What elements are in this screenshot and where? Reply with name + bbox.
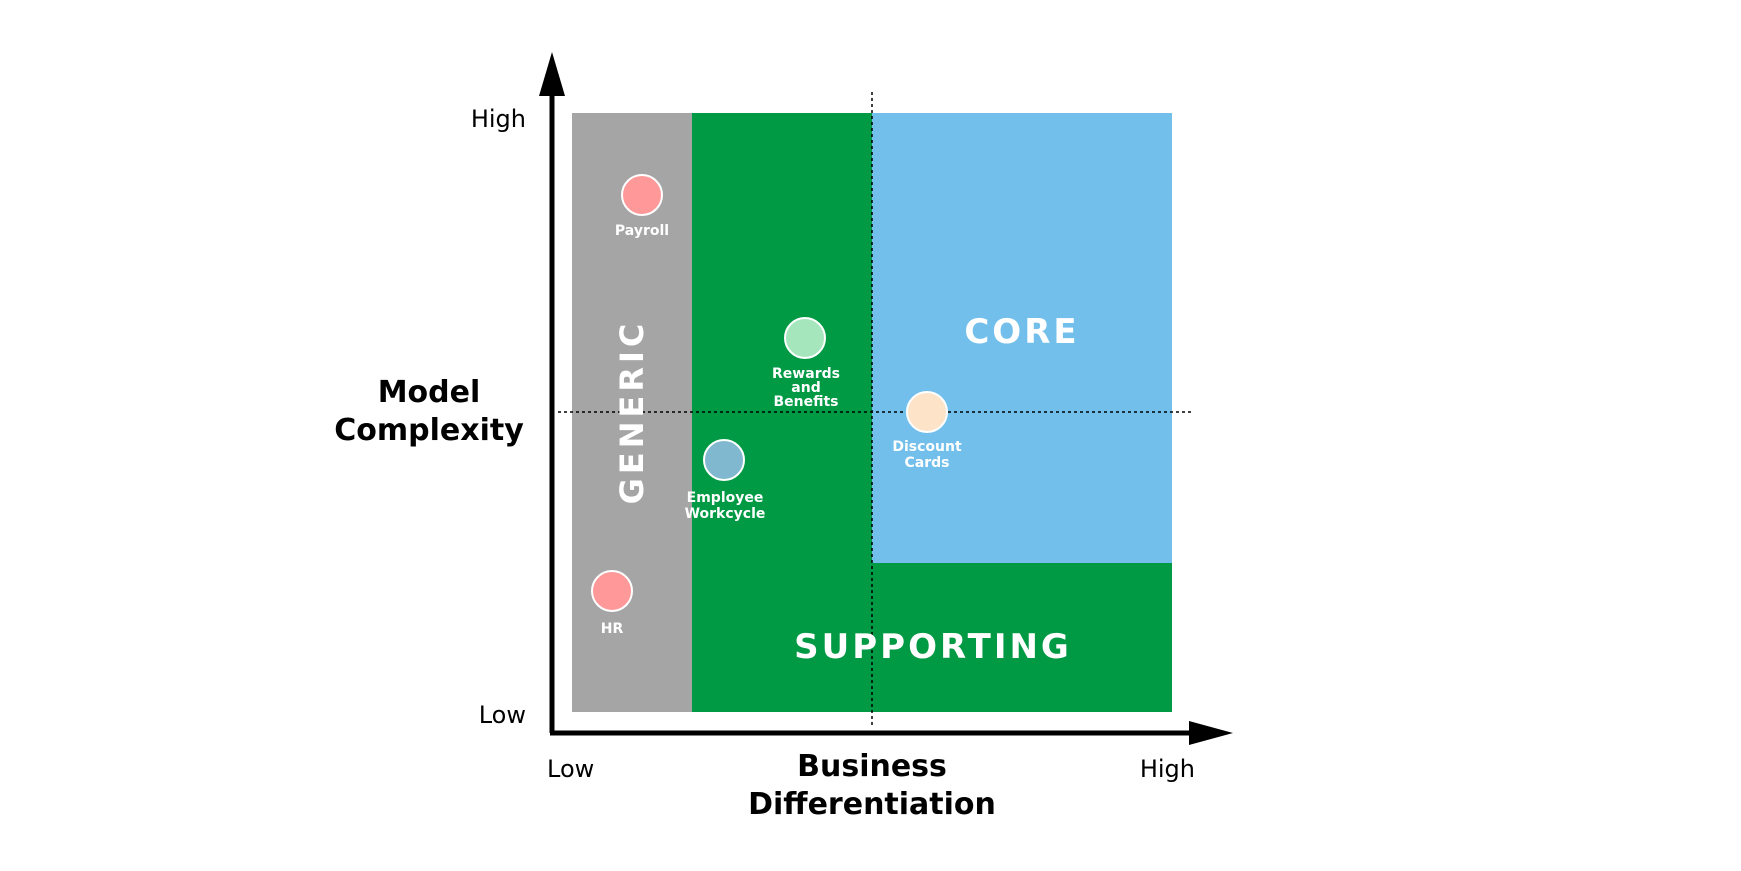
rewards-label-line2: and	[791, 380, 820, 396]
core-label: CORE	[964, 312, 1079, 352]
discount-label-line2: Cards	[905, 455, 950, 471]
rewards-node: Rewards and Benefits	[772, 317, 840, 410]
x-axis-title-line1: Business	[797, 749, 947, 784]
discount-label-line1: Discount	[892, 439, 962, 455]
x-low-label: Low	[547, 755, 594, 783]
hr-node: HR	[591, 570, 633, 637]
discount-cards-node: Discount Cards	[892, 391, 962, 471]
y-low-label: Low	[479, 701, 526, 729]
rewards-circle	[784, 317, 826, 359]
core-zone	[872, 113, 1172, 563]
supporting-label: SUPPORTING	[794, 627, 1072, 667]
employee-workcycle-node: Employee Workcycle	[685, 439, 766, 522]
payroll-node: Payroll	[615, 174, 669, 239]
y-axis-title-line1: Model	[378, 375, 481, 410]
rewards-label-line3: Benefits	[773, 394, 838, 410]
rewards-label-line1: Rewards	[772, 366, 840, 382]
employee-workcycle-circle	[703, 439, 745, 481]
y-axis-arrow-icon	[539, 52, 565, 96]
hr-circle	[591, 570, 633, 612]
x-axis-title-line2: Differentiation	[748, 787, 996, 822]
x-high-label: High	[1140, 755, 1195, 783]
payroll-label: Payroll	[615, 223, 669, 239]
x-axis-arrow-icon	[1189, 721, 1233, 745]
employee-label-line2: Workcycle	[685, 506, 766, 522]
generic-label: GENERIC	[613, 320, 651, 505]
employee-label-line1: Employee	[687, 490, 764, 506]
discount-cards-circle	[906, 391, 948, 433]
y-high-label: High	[471, 105, 526, 133]
payroll-circle	[621, 174, 663, 216]
hr-label: HR	[601, 621, 624, 637]
y-axis-title-line2: Complexity	[334, 413, 524, 448]
